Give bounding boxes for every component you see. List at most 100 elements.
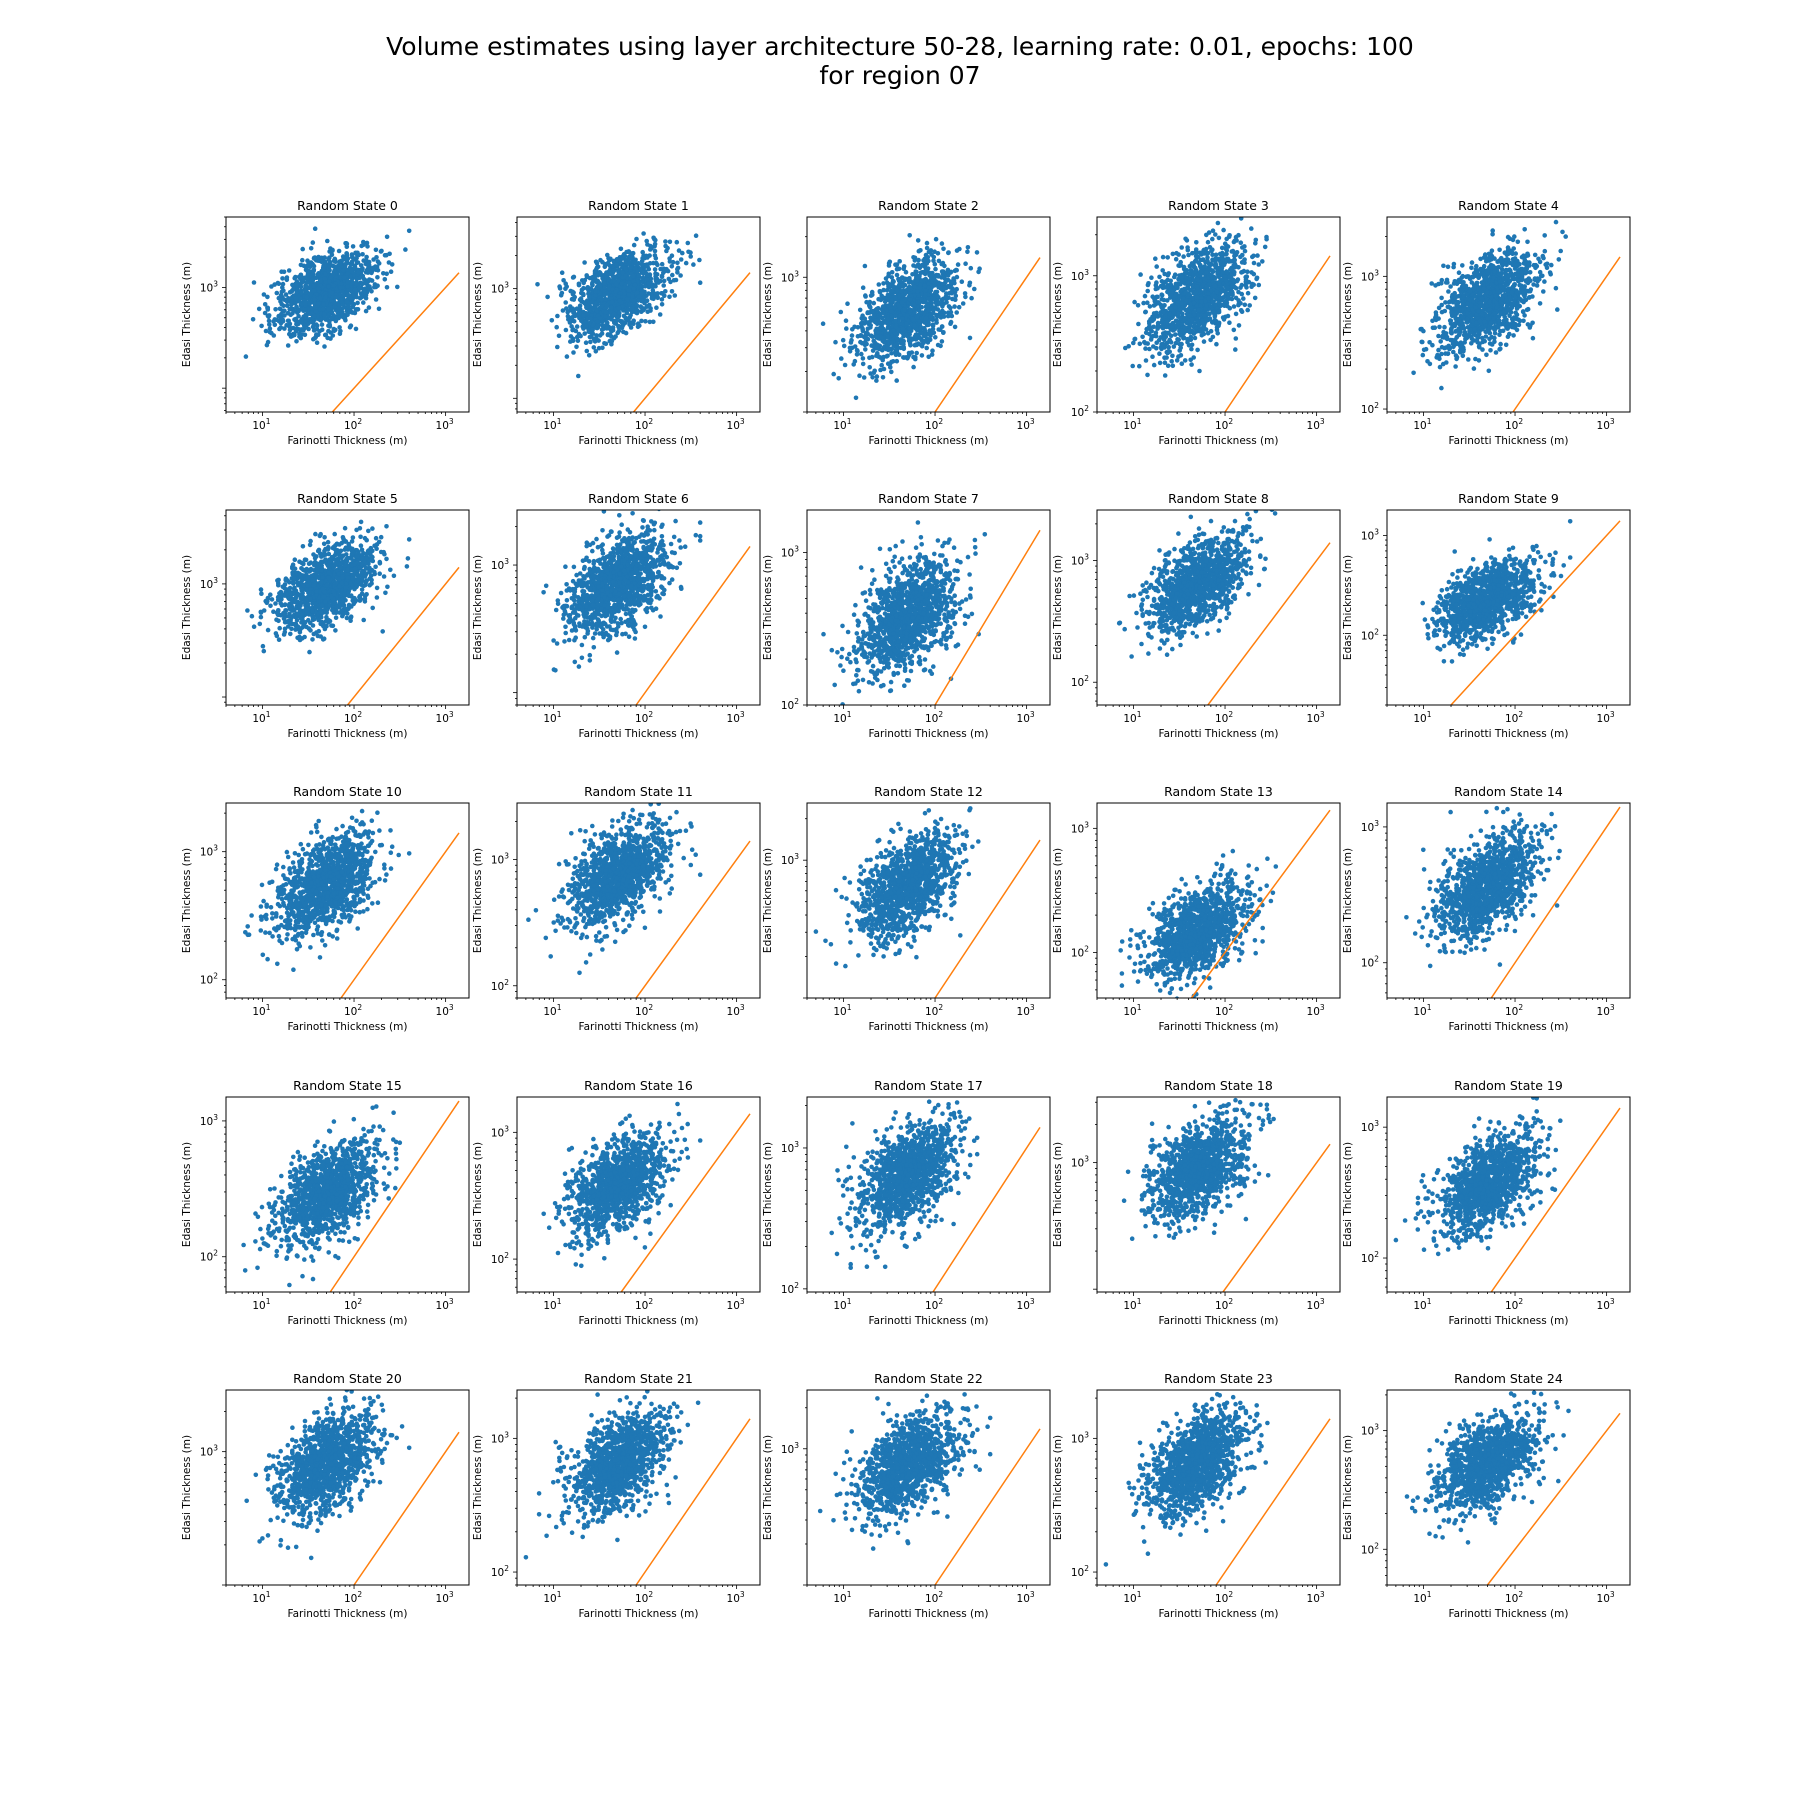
scatter-point	[1189, 287, 1194, 293]
scatter-point	[602, 296, 608, 302]
scatter-point	[932, 282, 938, 288]
scatter-point	[1212, 283, 1218, 289]
scatter-point	[1159, 324, 1164, 330]
scatter-point	[350, 304, 356, 310]
scatter-point	[894, 378, 899, 383]
scatter-point	[587, 334, 593, 340]
scatter-point	[294, 282, 299, 287]
scatter-point	[867, 304, 872, 309]
scatter-point	[849, 333, 855, 338]
scatter-point	[339, 289, 345, 294]
scatter-point	[593, 293, 598, 298]
scatter-point	[1204, 303, 1209, 308]
scatter-point	[1178, 328, 1184, 334]
scatter-point	[893, 313, 898, 319]
scatter-point	[634, 290, 640, 296]
scatter-point	[1136, 321, 1141, 327]
scatter-point	[1182, 358, 1188, 363]
scatter-point	[298, 290, 304, 295]
scatter-point	[942, 263, 947, 269]
scatter-point	[646, 281, 651, 286]
scatter-point	[243, 354, 249, 359]
scatter-point	[282, 326, 287, 331]
scatter-point	[886, 303, 891, 308]
scatter-point	[651, 235, 656, 241]
scatter-point	[938, 310, 943, 316]
scatter-point	[360, 252, 365, 257]
scatter-point	[354, 307, 360, 312]
scatter-point	[1176, 354, 1181, 359]
x-axis-label: Farinotti Thickness (m)	[579, 435, 699, 447]
scatter-point	[641, 231, 646, 236]
scatter-point	[899, 300, 905, 305]
scatter-point	[626, 261, 632, 267]
scatter-point	[276, 281, 282, 287]
scatter-point	[598, 257, 603, 263]
scatter-point	[327, 264, 332, 269]
scatter-point	[868, 333, 874, 339]
scatter-point	[874, 326, 879, 332]
scatter-point	[590, 280, 595, 286]
scatter-point	[322, 332, 328, 338]
scatter-point	[327, 255, 332, 260]
scatter-point	[659, 261, 665, 267]
scatter-point	[590, 274, 596, 280]
scatter-point	[667, 239, 673, 245]
scatter-point	[1156, 337, 1162, 343]
scatter-point	[326, 306, 332, 312]
scatter-point	[918, 331, 924, 336]
scatter-point	[582, 331, 587, 336]
scatter-point	[931, 258, 936, 264]
scatter-point	[640, 249, 645, 255]
scatter-point	[906, 352, 912, 358]
scatter-point	[1157, 274, 1162, 280]
scatter-point	[849, 337, 854, 343]
scatter-point	[678, 257, 684, 262]
scatter-point	[259, 323, 264, 329]
scatter-point	[1227, 320, 1232, 326]
scatter-point	[596, 338, 601, 343]
scatter-point	[930, 348, 935, 354]
scatter-point	[563, 300, 568, 305]
scatter-point	[1179, 278, 1185, 284]
x-axis-label: Farinotti Thickness (m)	[869, 435, 989, 447]
scatter-point	[350, 244, 356, 249]
scatter-point	[637, 323, 642, 328]
scatter-point	[946, 310, 951, 316]
scatter-point	[913, 355, 918, 360]
scatter-point	[1192, 259, 1198, 264]
scatter-point	[929, 272, 935, 278]
scatter-point	[322, 312, 327, 318]
scatter-point	[320, 306, 326, 312]
scatter-point	[344, 241, 350, 247]
scatter-point	[265, 307, 271, 312]
scatter-point	[1198, 262, 1203, 268]
scatter-point	[974, 250, 980, 255]
x-tick-label: 103	[1307, 417, 1325, 432]
scatter-point	[1162, 373, 1168, 378]
scatter-point	[880, 375, 886, 380]
scatter-point	[291, 325, 296, 331]
scatter-point	[610, 263, 616, 269]
scatter-point	[1181, 254, 1186, 259]
scatter-point	[602, 292, 607, 298]
scatter-point	[924, 345, 929, 351]
scatter-point	[649, 291, 654, 297]
scatter-point	[348, 274, 353, 279]
scatter-point	[1250, 254, 1255, 260]
scatter-point	[605, 252, 610, 258]
scatter-point	[1238, 285, 1243, 290]
scatter-point	[925, 303, 930, 309]
scatter-point	[613, 289, 618, 295]
scatter-point	[337, 325, 342, 330]
scatter-point	[1249, 226, 1254, 231]
scatter-point	[862, 263, 868, 269]
scatter-point	[889, 298, 894, 304]
scatter-point	[627, 322, 632, 327]
scatter-point	[1179, 245, 1184, 250]
scatter-point	[287, 306, 293, 312]
scatter-point	[870, 375, 875, 380]
scatter-point	[644, 276, 650, 282]
scatter-point	[310, 320, 315, 325]
scatter-point	[1239, 291, 1245, 297]
